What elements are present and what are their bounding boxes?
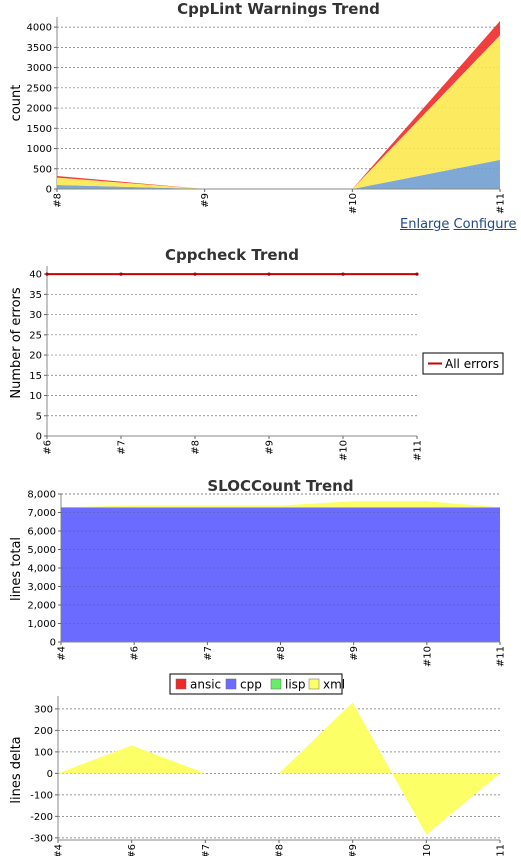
y-tick-label: -100 bbox=[30, 790, 53, 801]
y-tick-label: 5,000 bbox=[27, 545, 56, 556]
y-tick-label: 10 bbox=[29, 391, 42, 402]
x-tick-label: #9 bbox=[200, 193, 211, 208]
data-point bbox=[341, 272, 345, 276]
chart-title: Cppcheck Trend bbox=[165, 246, 299, 264]
series-area-xml bbox=[61, 501, 500, 508]
legend-box bbox=[169, 673, 343, 695]
chart-2: Cppcheck Trend 0 5 10 15 20 25 30 35 40 Number of … bbox=[9, 246, 504, 461]
y-tick-label: 0 bbox=[50, 638, 56, 649]
legend-label-all-errors: All errors bbox=[445, 357, 499, 371]
y-axis-label: lines delta bbox=[9, 736, 24, 803]
legend-label-lisp: lisp bbox=[285, 678, 306, 692]
x-tick-label: #6 bbox=[127, 844, 138, 856]
legend-swatch-lisp bbox=[270, 678, 282, 690]
data-point bbox=[267, 272, 271, 276]
legend-label-xml: xml bbox=[323, 678, 345, 692]
data-point bbox=[193, 272, 197, 276]
y-tick-label: 200 bbox=[34, 726, 53, 737]
legend-swatch-ansic bbox=[175, 678, 187, 690]
chart-links: Enlarge Configure bbox=[400, 217, 517, 232]
chart-3: SLOCCount Trend 0 1,000 2,000 3,000 4,000 5,00… bbox=[9, 477, 507, 695]
configure-link[interactable]: Configure bbox=[453, 217, 517, 232]
x-tick-label: #9 bbox=[348, 844, 359, 856]
y-tick-label: 7,000 bbox=[27, 508, 56, 519]
y-tick-label: 5 bbox=[36, 411, 42, 422]
legend-box bbox=[422, 352, 504, 375]
legend-label-ansic: ansic bbox=[190, 678, 221, 692]
data-point bbox=[415, 272, 419, 276]
y-tick-label: 30 bbox=[29, 310, 42, 321]
series-area-cpp bbox=[61, 507, 500, 642]
x-tick-label: #11 bbox=[496, 844, 507, 856]
y-tick-label: 8,000 bbox=[27, 490, 56, 501]
y-axis-label: Number of errors bbox=[9, 287, 24, 398]
y-tick-label: 25 bbox=[29, 330, 42, 341]
data-point bbox=[45, 272, 49, 276]
y-tick-label: 0 bbox=[36, 432, 42, 443]
y-tick-label: 3000 bbox=[27, 63, 52, 74]
y-tick-label: 0 bbox=[47, 769, 53, 780]
x-tick-label: #9 bbox=[265, 440, 276, 455]
x-tick-label: #10 bbox=[422, 844, 433, 856]
x-tick-label: #8 bbox=[275, 844, 286, 856]
y-tick-label: 4000 bbox=[27, 23, 52, 34]
x-tick-label: #10 bbox=[339, 440, 350, 461]
x-tick-label: #9 bbox=[349, 646, 360, 661]
y-tick-label: -300 bbox=[30, 833, 53, 844]
x-tick-label: #7 bbox=[203, 646, 214, 661]
chart-title: CppLint Warnings Trend bbox=[177, 0, 380, 18]
series-area-2 bbox=[57, 35, 500, 190]
x-tick-label: #6 bbox=[130, 646, 141, 661]
legend-swatch-cpp bbox=[225, 678, 237, 690]
y-tick-label: 300 bbox=[34, 704, 53, 715]
y-tick-label: 15 bbox=[29, 371, 42, 382]
y-tick-label: -200 bbox=[30, 812, 53, 823]
y-tick-label: 4,000 bbox=[27, 564, 56, 575]
x-tick-label: #7 bbox=[201, 844, 212, 856]
chart-1: CppLint Warnings Trend 0 500 1000 1500 2000 25… bbox=[9, 0, 507, 214]
y-tick-label: 3,000 bbox=[27, 582, 56, 593]
chart-title: SLOCCount Trend bbox=[207, 477, 353, 495]
y-tick-label: 6,000 bbox=[27, 527, 56, 538]
x-tick-label: #8 bbox=[53, 193, 64, 208]
legend-swatch-xml bbox=[308, 678, 320, 690]
y-tick-label: 40 bbox=[29, 270, 42, 281]
x-tick-label: #10 bbox=[348, 193, 359, 214]
x-tick-label: #7 bbox=[117, 440, 128, 455]
y-tick-label: 20 bbox=[29, 351, 42, 362]
x-tick-label: #4 bbox=[54, 844, 65, 856]
y-tick-label: 1,000 bbox=[27, 619, 56, 630]
y-tick-label: 2500 bbox=[27, 83, 52, 94]
legend-label-cpp: cpp bbox=[240, 678, 262, 692]
x-tick-label: #6 bbox=[43, 440, 54, 455]
y-tick-label: 1500 bbox=[27, 124, 52, 135]
x-tick-label: #10 bbox=[422, 646, 433, 667]
x-tick-label: #8 bbox=[191, 440, 202, 455]
y-tick-label: 2000 bbox=[27, 104, 52, 115]
y-tick-label: 500 bbox=[33, 164, 52, 175]
y-tick-label: 2,000 bbox=[27, 601, 56, 612]
y-axis-label: lines total bbox=[9, 537, 24, 601]
x-tick-label: #11 bbox=[496, 193, 507, 214]
y-tick-label: 1000 bbox=[27, 144, 52, 155]
enlarge-link[interactable]: Enlarge bbox=[400, 217, 450, 232]
y-tick-label: 35 bbox=[29, 290, 42, 301]
series-area-1 bbox=[57, 159, 500, 189]
series-area-delta bbox=[58, 702, 500, 835]
y-tick-label: 3500 bbox=[27, 43, 52, 54]
x-tick-label: #11 bbox=[413, 440, 424, 461]
y-axis-label: count bbox=[9, 85, 24, 122]
y-tick-label: 0 bbox=[46, 185, 52, 196]
x-tick-label: #4 bbox=[57, 646, 68, 661]
x-tick-label: #8 bbox=[276, 646, 287, 661]
chart-4: -300 -200 -100 0 100 200 300 lines delta #4 #6 #7 #… bbox=[9, 696, 507, 856]
data-point bbox=[119, 272, 123, 276]
x-tick-label: #11 bbox=[496, 646, 507, 667]
y-tick-label: 100 bbox=[34, 747, 53, 758]
